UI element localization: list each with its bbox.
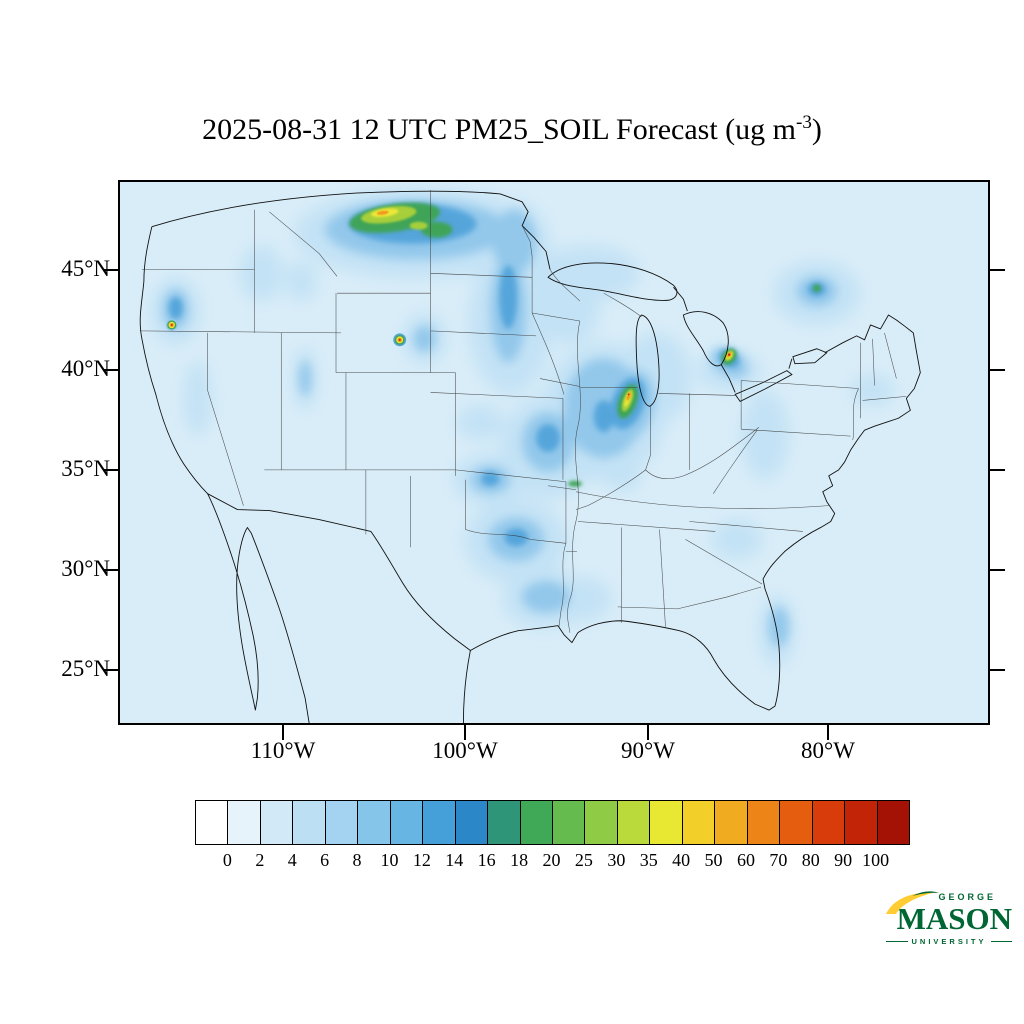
lat-tick-label-40n: 40°N [61, 356, 110, 381]
colorbar-cell [293, 801, 326, 844]
colorbar-tick-label: 18 [510, 850, 529, 870]
lat-tick-label-45n: 45°N [61, 256, 110, 281]
axis-tick [990, 269, 1005, 271]
logo-george-text: GEORGE [886, 892, 1012, 904]
logo-university-label: UNIVERSITY [911, 937, 987, 946]
colorbar-cell [552, 801, 586, 844]
colorbar-cell [877, 801, 909, 844]
colorbar-cell [747, 801, 781, 844]
axis-tick [103, 369, 118, 371]
colorbar-tick-label: 90 [834, 850, 853, 870]
colorbar-tick-label: 25 [574, 850, 593, 870]
colorbar-tick-label: 80 [801, 850, 820, 870]
colorbar-cell [650, 801, 683, 844]
axis-tick [827, 725, 829, 740]
colorbar-cell [520, 801, 553, 844]
colorbar-tick-label: 60 [736, 850, 755, 870]
colorbar-tick-label: 6 [320, 850, 330, 870]
colorbar-cell [228, 801, 261, 844]
colorbar-tick-label: 20 [542, 850, 561, 870]
colorbar-tick-label: 40 [672, 850, 691, 870]
axis-tick [103, 569, 118, 571]
colorbar-tick-label: 8 [352, 850, 362, 870]
colorbar-cell [325, 801, 359, 844]
map-frame [118, 180, 990, 725]
university-logo: GEORGE MASON UNIVERSITY [886, 891, 1012, 946]
hotspot-oregon [165, 318, 178, 331]
axis-tick [282, 725, 284, 740]
lon-tick-label-80w: 80°W [801, 738, 855, 763]
lon-tick-label-100w: 100°W [432, 738, 498, 763]
lat-tick-label-30n: 30°N [61, 556, 110, 581]
axis-tick [464, 725, 466, 740]
axis-tick [990, 469, 1005, 471]
logo-leaf-icon [886, 891, 939, 914]
colorbar-cell [780, 801, 813, 844]
colorbar-cell [585, 801, 618, 844]
colorbar-tick-label: 30 [607, 850, 626, 870]
colorbar-cell [390, 801, 424, 844]
forecast-map [120, 182, 988, 723]
colorbar-labels: 0 2 4 6 8 10 12 14 16 18 20 25 30 35 40 50 60 70 80 90 100 [195, 850, 908, 874]
chart-title-exponent: -3 [796, 112, 812, 133]
coastline-and-borders [139, 190, 921, 723]
axis-tick [103, 669, 118, 671]
colorbar-cell [812, 801, 846, 844]
colorbar-tick-label: 16 [477, 850, 496, 870]
axis-tick [103, 269, 118, 271]
logo-university-text: UNIVERSITY [886, 937, 1012, 946]
colorbar-cell [260, 801, 294, 844]
colorbar-cell [715, 801, 748, 844]
colorbar-cell [423, 801, 456, 844]
colorbar-tick-label: 12 [412, 850, 431, 870]
lon-tick-label-110w: 110°W [250, 738, 316, 763]
lat-tick-label-25n: 25°N [61, 656, 110, 681]
colorbar-tick-label: 100 [862, 850, 890, 870]
colorbar-tick-label: 14 [445, 850, 464, 870]
colorbar [195, 800, 910, 845]
axis-tick [103, 469, 118, 471]
hotspot-wyoming-colorado [393, 333, 407, 347]
axis-tick [990, 569, 1005, 571]
chart-title-close: ) [811, 113, 822, 146]
axis-tick [647, 725, 649, 740]
chart-title-main: 2025-08-31 12 UTC PM25_SOIL Forecast (ug… [202, 113, 797, 146]
colorbar-cell [617, 801, 651, 844]
lon-tick-label-90w: 90°W [621, 738, 675, 763]
colorbar-tick-label: 2 [255, 850, 265, 870]
colorbar-tick-label: 4 [287, 850, 297, 870]
colorbar-cell [358, 801, 391, 844]
logo-mason-label: MASON [896, 901, 1012, 936]
colorbar-tick-label: 50 [704, 850, 723, 870]
lat-tick-label-35n: 35°N [61, 456, 110, 481]
colorbar-cell [455, 801, 489, 844]
logo-george-label: GEORGE [938, 892, 996, 902]
colorbar-tick-label: 35 [639, 850, 658, 870]
hotspot-red-cores [627, 353, 731, 396]
colorbar-tick-label: 0 [222, 850, 232, 870]
state-borders [139, 189, 907, 633]
axis-tick [990, 669, 1005, 671]
colorbar-cell [845, 801, 878, 844]
colorbar-cell [196, 801, 229, 844]
great-lakes [547, 262, 828, 407]
colorbar-tick-label: 10 [380, 850, 399, 870]
colorbar-cell [682, 801, 716, 844]
logo-mason-text: MASON [886, 891, 1012, 936]
axis-tick [990, 369, 1005, 371]
colorbar-cell [488, 801, 521, 844]
colorbar-tick-label: 70 [769, 850, 788, 870]
chart-title: 2025-08-31 12 UTC PM25_SOIL Forecast (ug… [0, 112, 1024, 147]
